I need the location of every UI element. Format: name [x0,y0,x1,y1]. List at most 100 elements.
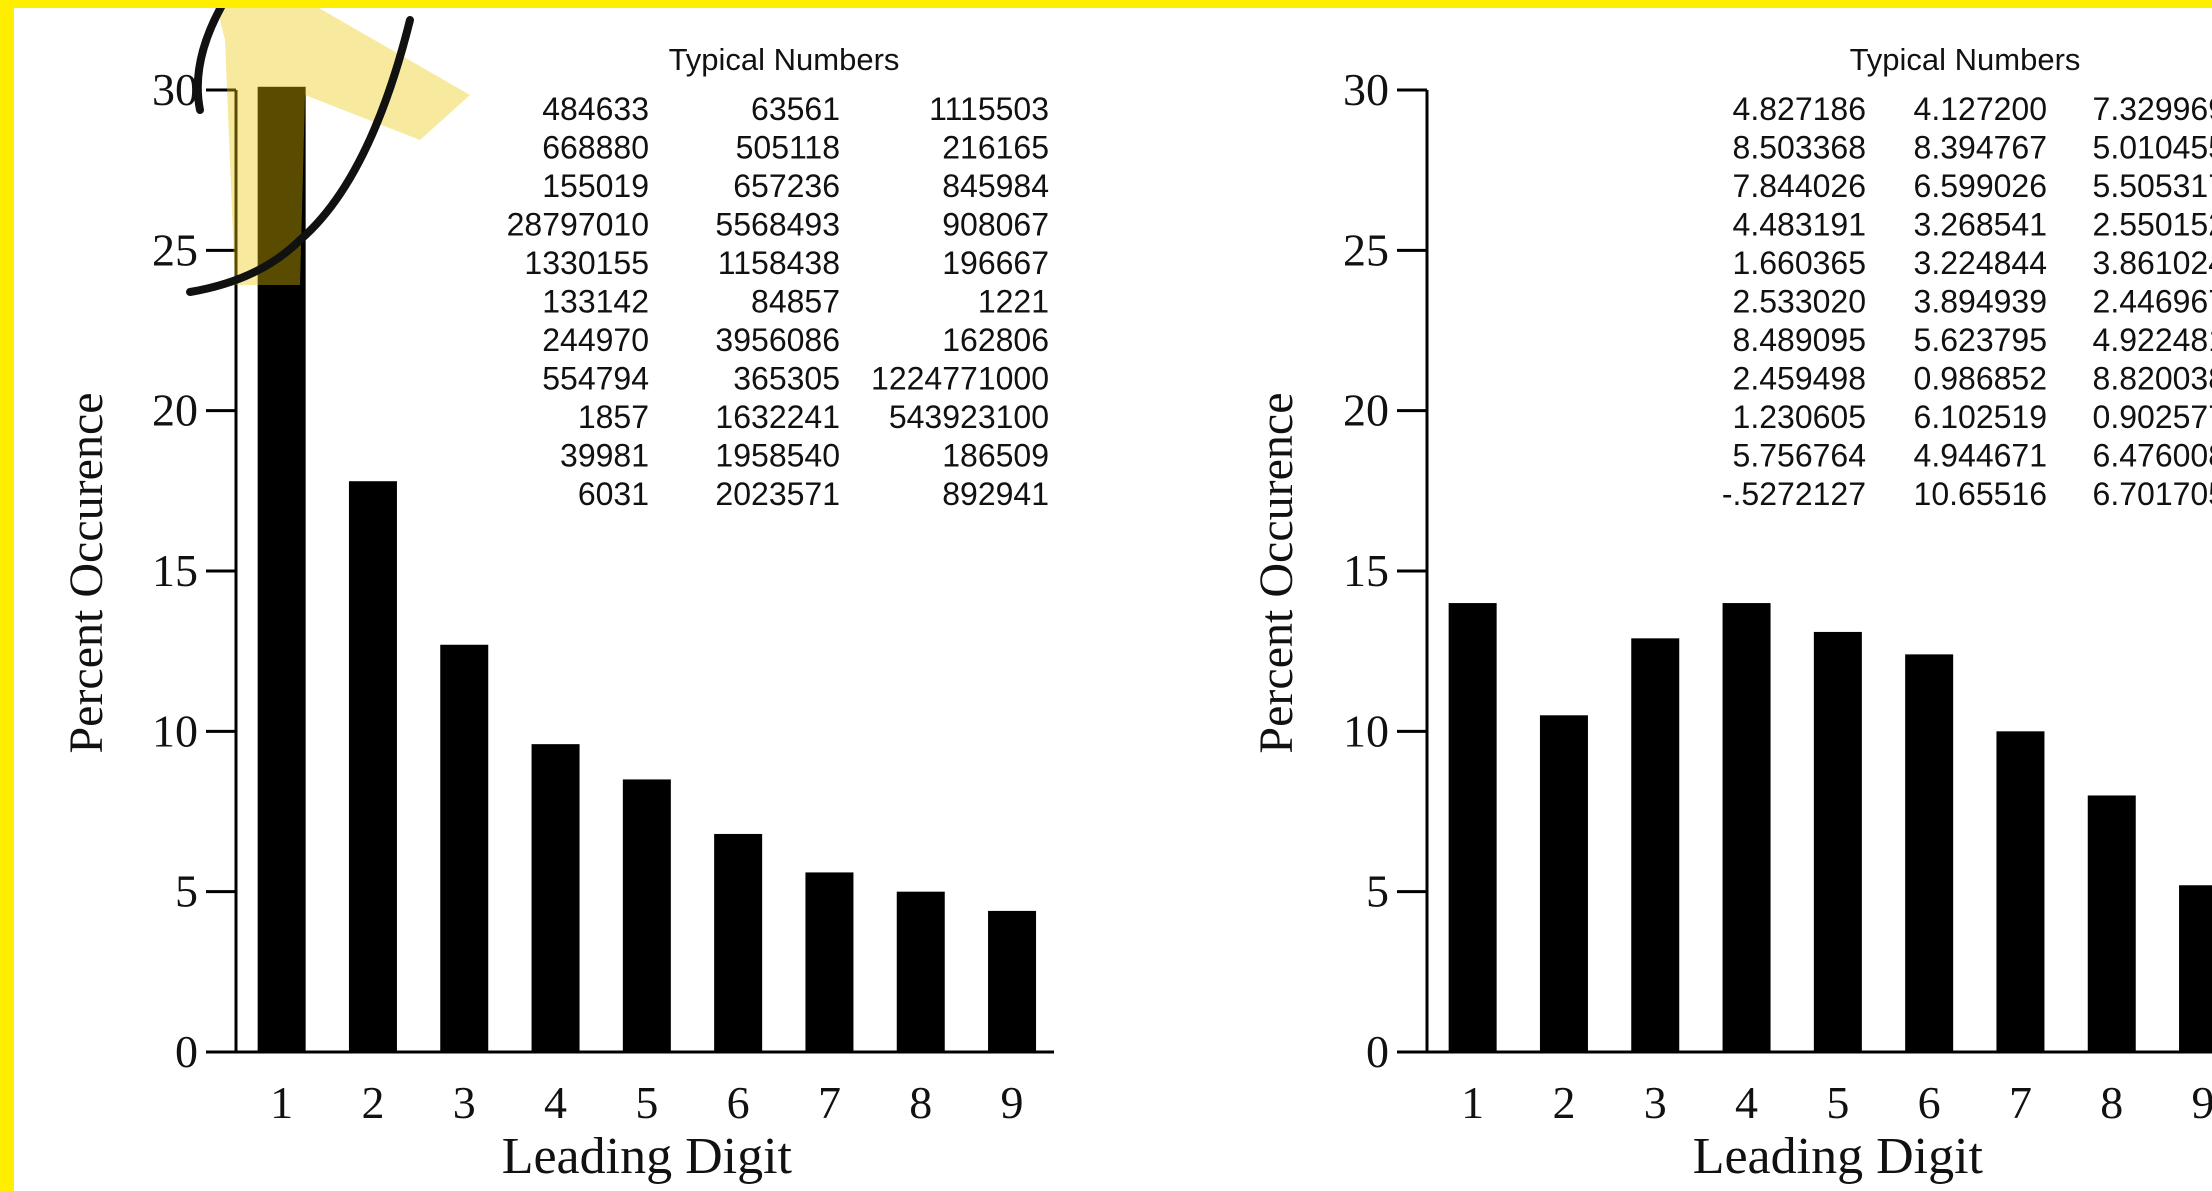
table-cell: 1632241 [715,399,840,435]
table-title: Typical Numbers [669,42,900,77]
table-cell: 668880 [542,130,649,166]
table-cell: 2.446967 [2093,284,2212,320]
bar-digit-3 [440,644,489,1052]
table-cell: 155019 [542,168,649,204]
table-cell: 5.505317 [2093,168,2212,204]
table-cell: 543923100 [889,399,1049,435]
table-cell: 6.102519 [1914,399,2047,435]
table-cell: 39981 [560,438,649,474]
chart-panel-2: 0 5 10 15 20 25 30 1 2 3 4 5 6 7 8 9 Leading Digit Percen… [1250,42,2212,1185]
table-cell: 3.224844 [1914,245,2047,281]
table-cell: 186509 [942,438,1049,474]
bar-digit-6 [714,833,763,1052]
table-cell: 5.756764 [1733,438,1866,474]
x-tick-label: 6 [1918,1077,1941,1128]
table-cell: 0.902577 [2093,399,2212,435]
y-tick-label: 20 [1343,385,1389,436]
table-cell: 1115503 [929,91,1049,127]
table-cell: 892941 [942,476,1049,512]
table-cell: 1158438 [718,245,840,281]
table-cell: 84857 [751,284,840,320]
table-cell: 0.986852 [1914,361,2047,397]
y-tick-label: 30 [152,64,198,115]
table-cell: 505118 [736,130,840,166]
x-tick-label: 9 [1001,1077,1024,1128]
table-cell: 4.483191 [1733,207,1866,243]
y-tick-label: 10 [1343,705,1389,756]
table-cell: 2.533020 [1733,284,1866,320]
bar-digit-9 [2179,885,2212,1052]
table-cell: 244970 [542,322,649,358]
table-cell: 6.476008 [2093,438,2212,474]
x-tick-label: 6 [727,1077,750,1128]
table-cell: 8.394767 [1914,130,2047,166]
table-cell: 63561 [751,91,840,127]
table-cell: 908067 [942,207,1049,243]
chart-panel-1: 0 5 10 15 20 25 30 1 2 3 4 5 6 7 8 9 Leading Digit Percen… [60,42,1054,1185]
table-cell: 196667 [942,245,1049,281]
y-tick-label: 10 [152,705,198,756]
x-tick-label: 4 [544,1077,567,1128]
table-cell: 162806 [942,322,1049,358]
x-axis-title: Leading Digit [502,1128,793,1185]
bar-digit-2 [348,481,397,1052]
table-cell: 6031 [578,476,649,512]
table-cell: 2.550152 [2093,207,2212,243]
x-tick-label: 5 [635,1077,658,1128]
table-cell: 5568493 [715,207,840,243]
y-axis-title: Percent Occurence [60,392,113,753]
bar-digit-7 [1996,731,2045,1052]
table-cell: 1330155 [524,245,649,281]
table-cell: 2.459498 [1733,361,1866,397]
x-tick-label: 1 [1461,1077,1484,1128]
x-tick-label: 3 [1644,1077,1667,1128]
table-cell: 8.503368 [1733,130,1866,166]
bar-digit-8 [896,891,945,1052]
table-cell: 554794 [542,361,649,397]
y-tick-label: 25 [152,224,198,275]
table-cell: 1.230605 [1733,399,1866,435]
bar-digit-5 [1813,631,1862,1052]
x-tick-label: 4 [1735,1077,1758,1128]
table-cell: 1224771000 [871,361,1049,397]
x-tick-label: 2 [361,1077,384,1128]
table-cell: 8.820038 [2093,361,2212,397]
table-cell: 484633 [542,91,649,127]
x-tick-label: 7 [2009,1077,2032,1128]
y-tick-label: 15 [152,545,198,596]
table-cell: 5.010455 [2093,130,2212,166]
bar-digit-5 [622,779,671,1052]
y-tick-label: 0 [175,1026,198,1077]
y-tick-label: 25 [1343,224,1389,275]
bar-digit-2 [1539,715,1588,1052]
table-title: Typical Numbers [1850,42,2081,77]
table-cell: 7.329969 [2093,91,2212,127]
table-cell: 1.660365 [1733,245,1866,281]
table-cell: 10.65516 [1914,476,2047,512]
bar-digit-3 [1631,638,1680,1052]
y-tick-label: 15 [1343,545,1389,596]
watermark-glyph [186,8,414,296]
bar-digit-4 [1722,603,1771,1052]
table-cell: 1857 [578,399,649,435]
table-cell: 1221 [978,284,1049,320]
bar-digit-7 [805,872,854,1052]
table-cell: 4.944671 [1914,438,2047,474]
x-tick-label: 9 [2192,1077,2212,1128]
x-tick-label: 7 [818,1077,841,1128]
y-tick-label: 20 [152,385,198,436]
table-cell: 216165 [942,130,1049,166]
table-cell: 7.844026 [1733,168,1866,204]
table-cell: 3956086 [715,322,840,358]
x-tick-label: 8 [909,1077,932,1128]
table-cell: 1958540 [715,438,840,474]
y-tick-label: 0 [1366,1026,1389,1077]
x-axis-title: Leading Digit [1693,1128,1984,1185]
x-tick-label: 1 [270,1077,293,1128]
table-cell: 4.127200 [1914,91,2047,127]
table-cell: 28797010 [507,207,649,243]
table-cell: 3.861024 [2093,245,2212,281]
table-cell: 6.701705 [2093,476,2212,512]
table-cell: 8.489095 [1733,322,1866,358]
